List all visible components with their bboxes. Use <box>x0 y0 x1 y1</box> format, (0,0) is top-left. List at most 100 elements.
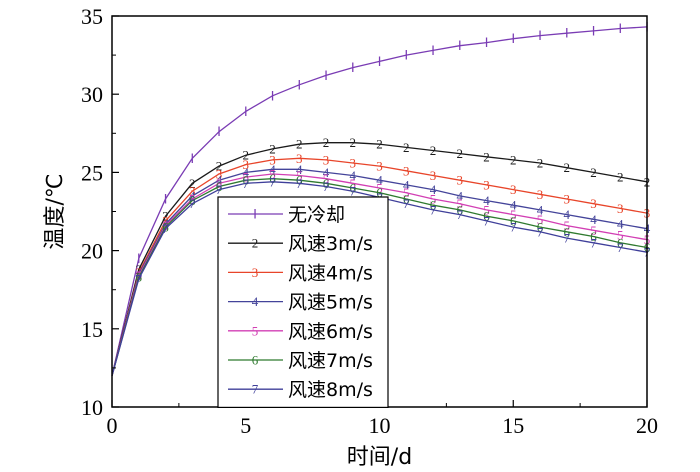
data-point: 2 <box>403 140 410 155</box>
legend-item: 7 风速8m/s <box>228 379 373 401</box>
data-point: 6 <box>323 176 330 191</box>
data-point: 3 <box>430 168 437 183</box>
legend-marker: 2 <box>252 236 259 251</box>
data-point: 4 <box>296 162 303 177</box>
data-point: 3 <box>296 151 303 166</box>
series-line <box>111 157 648 376</box>
data-point: 5 <box>403 185 410 200</box>
data-point: 4 <box>376 173 383 188</box>
data-point: 7 <box>216 182 223 197</box>
data-point: 5 <box>216 176 223 191</box>
data-point: 3 <box>376 159 383 174</box>
data-point: 7 <box>510 220 517 235</box>
series-line <box>111 26 648 376</box>
legend-label: 风速3m/s <box>288 233 373 255</box>
legend-marker: 6 <box>252 353 259 368</box>
y-tick-label: 10 <box>81 395 103 420</box>
data-point: 2 <box>617 170 624 185</box>
data-point: Ⅰ <box>404 48 408 63</box>
data-point: 6 <box>537 220 544 235</box>
data-point: 2 <box>162 209 169 224</box>
legend: Ⅰ 无冷却 2 风速3m/s 3 风速4m/s 4 风速5m/s 5 风速6m/s 6 风速7m/s 7… <box>217 196 389 408</box>
data-point: 5 <box>296 168 303 183</box>
data-point: 3 <box>510 182 517 197</box>
data-point: Ⅰ <box>164 191 168 206</box>
data-point: Ⅰ <box>458 38 462 53</box>
data-point: 5 <box>136 268 143 283</box>
data-point: 7 <box>590 235 597 250</box>
x-tick-label: 0 <box>107 413 118 438</box>
data-point: 5 <box>537 212 544 227</box>
data-point: Ⅰ <box>378 54 382 69</box>
data-point: 7 <box>403 196 410 211</box>
data-point: 7 <box>617 240 624 255</box>
data-point: Ⅰ <box>511 31 515 46</box>
data-point: 5 <box>269 166 276 181</box>
data-point: 3 <box>162 213 169 228</box>
y-tick-label: 20 <box>81 239 103 264</box>
data-point: 5 <box>617 227 624 242</box>
data-point: 2 <box>350 135 357 150</box>
data-point: 2 <box>216 159 223 174</box>
data-point: 5 <box>483 202 490 217</box>
data-point: 3 <box>537 187 544 202</box>
data-point: 3 <box>243 157 250 172</box>
data-point: 7 <box>430 202 437 217</box>
data-point: 7 <box>162 221 169 236</box>
data-point: 6 <box>350 181 357 196</box>
data-point: 2 <box>323 135 330 150</box>
data-point: 5 <box>243 170 250 185</box>
data-point: 3 <box>457 173 464 188</box>
legend-marker: 5 <box>252 323 259 338</box>
data-point: 7 <box>483 213 490 228</box>
data-point: Ⅰ <box>271 88 275 103</box>
data-point: 3 <box>483 177 490 192</box>
data-point: Ⅰ <box>538 28 542 43</box>
data-point: 6 <box>296 173 303 188</box>
data-point: 4 <box>269 162 276 177</box>
data-point: 7 <box>136 271 143 286</box>
y-axis-title: 温度/℃ <box>43 173 68 249</box>
data-point: Ⅰ <box>592 23 596 38</box>
data-point: 2 <box>564 160 571 175</box>
data-point: 4 <box>457 188 464 203</box>
data-point: 2 <box>537 156 544 171</box>
data-point: 6 <box>430 198 437 213</box>
series-line <box>111 173 648 376</box>
data-point: 3 <box>136 265 143 280</box>
legend-label: 风速6m/s <box>288 321 373 343</box>
data-point: Ⅰ <box>217 124 221 139</box>
x-tick-label: 15 <box>502 413 524 438</box>
legend-item: 4 风速5m/s <box>228 292 373 314</box>
legend-label: 风速8m/s <box>288 379 373 401</box>
data-point: Ⅰ <box>297 77 301 92</box>
data-point: Ⅰ <box>137 251 141 266</box>
data-point: Ⅰ <box>351 60 355 75</box>
data-point: 4 <box>537 202 544 217</box>
data-point: 6 <box>269 171 276 186</box>
legend-item: 2 风速3m/s <box>228 233 373 255</box>
data-point: 2 <box>590 165 597 180</box>
data-point: 2 <box>510 152 517 167</box>
legend-marker: 4 <box>252 294 259 309</box>
data-point: 6 <box>243 173 250 188</box>
series-line <box>111 142 648 376</box>
data-point: 5 <box>162 218 169 233</box>
data-point: Ⅰ <box>431 43 435 58</box>
data-point: Ⅰ <box>324 68 328 83</box>
data-point: 6 <box>590 229 597 244</box>
data-point: Ⅰ <box>244 104 248 119</box>
data-point: 4 <box>564 207 571 222</box>
data-point: 2 <box>296 137 303 152</box>
y-tick-label: 15 <box>81 317 103 342</box>
data-point: 7 <box>296 176 303 191</box>
data-point: 4 <box>483 193 490 208</box>
data-point: 4 <box>350 168 357 183</box>
data-point: 2 <box>136 262 143 277</box>
data-point: 4 <box>590 212 597 227</box>
data-point: 5 <box>590 223 597 238</box>
series-line <box>111 178 648 376</box>
data-point: 5 <box>457 196 464 211</box>
data-point: 3 <box>564 191 571 206</box>
y-tick-label: 25 <box>81 160 103 185</box>
